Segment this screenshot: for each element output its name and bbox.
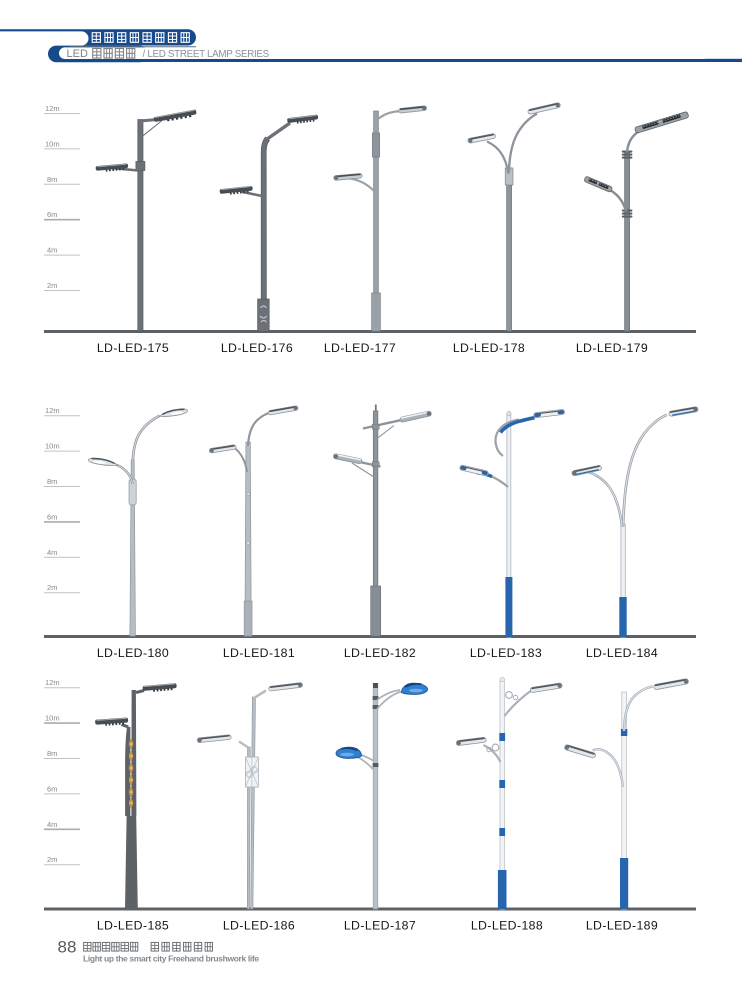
svg-text:8m: 8m [47, 175, 57, 184]
svg-text:LD-LED-186: LD-LED-186 [223, 919, 295, 933]
svg-text:LD-LED-180: LD-LED-180 [97, 646, 169, 660]
svg-text:12m: 12m [45, 406, 60, 415]
svg-text:2m: 2m [47, 281, 57, 290]
svg-text:/ LED STREET LAMP SERIES: / LED STREET LAMP SERIES [143, 49, 270, 60]
svg-text:Light up the smart city Freeha: Light up the smart city Freehand brushwo… [83, 954, 259, 964]
svg-text:LD-LED-175: LD-LED-175 [97, 341, 169, 355]
svg-text:8m: 8m [47, 477, 57, 486]
svg-text:LD-LED-187: LD-LED-187 [344, 919, 416, 933]
svg-text:LD-LED-189: LD-LED-189 [586, 919, 658, 933]
svg-text:10m: 10m [45, 442, 60, 451]
svg-text:4m: 4m [47, 246, 57, 255]
svg-text:6m: 6m [47, 512, 57, 521]
svg-text:6m: 6m [47, 784, 57, 793]
svg-text:12m: 12m [45, 678, 60, 687]
svg-text:LD-LED-181: LD-LED-181 [223, 646, 295, 660]
svg-text:4m: 4m [47, 820, 57, 829]
svg-text:2m: 2m [47, 583, 57, 592]
svg-text:LD-LED-185: LD-LED-185 [97, 919, 169, 933]
svg-text:LD-LED-182: LD-LED-182 [344, 646, 416, 660]
svg-text:LD-LED-184: LD-LED-184 [586, 646, 658, 660]
svg-text:LD-LED-177: LD-LED-177 [324, 341, 396, 355]
svg-text:10m: 10m [45, 139, 60, 148]
svg-text:LED: LED [67, 48, 88, 60]
svg-text:LD-LED-179: LD-LED-179 [576, 341, 648, 355]
svg-text:2m: 2m [47, 855, 57, 864]
svg-text:LD-LED-183: LD-LED-183 [470, 646, 542, 660]
svg-text:88: 88 [58, 938, 77, 957]
svg-text:4m: 4m [47, 548, 57, 557]
svg-text:8m: 8m [47, 749, 57, 758]
svg-text:10m: 10m [45, 714, 60, 723]
svg-text:LD-LED-178: LD-LED-178 [453, 341, 525, 355]
svg-text:LD-LED-188: LD-LED-188 [471, 919, 543, 933]
svg-text:12m: 12m [45, 104, 60, 113]
svg-text:LD-LED-176: LD-LED-176 [221, 341, 293, 355]
svg-text:6m: 6m [47, 210, 57, 219]
